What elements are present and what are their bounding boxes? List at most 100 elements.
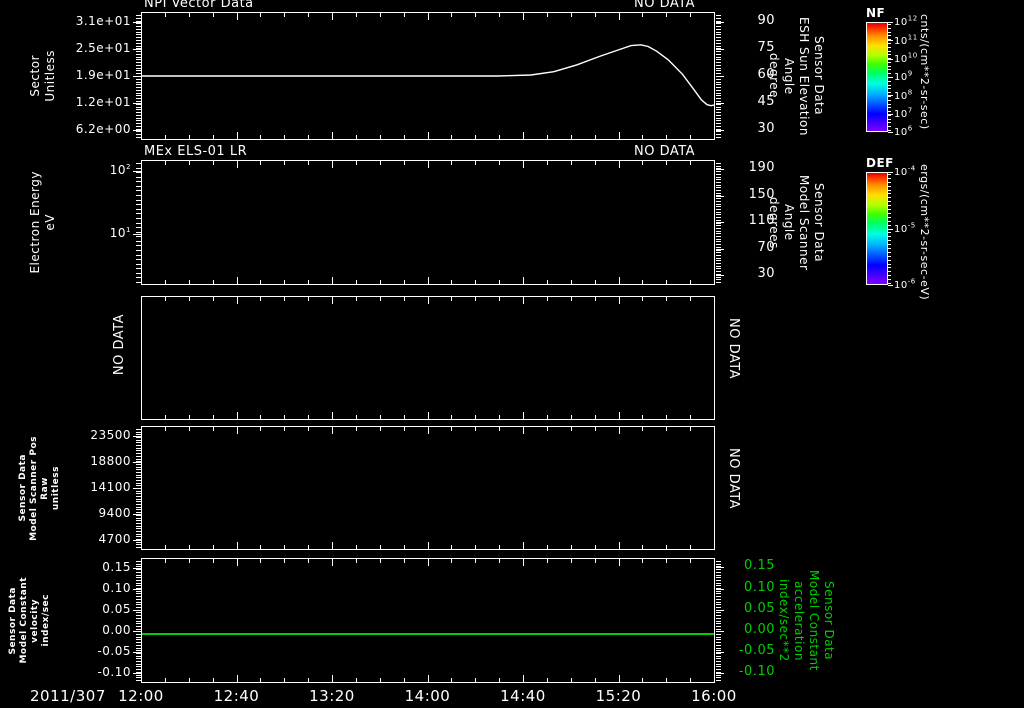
panel-4-y-left-minor-tick [136,526,141,527]
panel-2-y-right-minor-tick [716,260,721,261]
x-axis-time-label: 12:00 [118,687,164,705]
panel-4-y-left-minor-tick [136,464,141,465]
panel-1-x-minor-tick [260,135,261,140]
panel-2-x-minor-tick [189,160,190,165]
panel-1-x-minor-tick [475,135,476,140]
panel-1-y-left-minor-tick [136,112,141,113]
panel-1-y-right-minor-tick [716,120,721,121]
panel-2-x-minor-tick [475,280,476,285]
colorbar-nf-minor-tick [888,81,891,82]
colorbar-def-minor-tick [888,252,891,253]
panel-1-x-major-tick [141,132,142,140]
colorbar-def-tick-label: 10-5 [894,221,916,235]
panel-1-y-right-minor-tick [716,54,721,55]
panel-2-x-major-tick [428,277,429,285]
panel-2-y-right-minor-tick [716,201,721,202]
panel-5-y-right-minor-tick [716,593,721,594]
panel-3-x-minor-tick [189,415,190,420]
panel-5-y-right-minor-tick [716,677,721,678]
colorbar-nf-major-tick [888,40,893,41]
panel-2-x-minor-tick [189,280,190,285]
colorbar-def-minor-tick [888,201,891,202]
panel-4-x-major-tick [332,426,333,434]
panel-4-x-minor-tick [595,545,596,550]
panel-1-x-minor-tick [189,135,190,140]
panel-4-y-left-axis-label-line: Sensor Data [18,454,28,522]
panel-2-x-minor-tick [380,160,381,165]
panel-1-y-left-minor-tick [136,137,141,138]
panel-5-x-major-tick [619,675,620,683]
colorbar-def-minor-tick [888,279,891,280]
panel-3-x-major-tick [428,412,429,420]
panel-1-y-left-minor-tick [136,18,141,19]
panel-2-x-minor-tick [571,160,572,165]
panel-3-x-minor-tick [404,296,405,301]
panel-4-x-minor-tick [284,545,285,550]
panel-2-y-right-tick-label: 190 [748,160,775,176]
panel-5-x-minor-tick [284,558,285,563]
colorbar-nf-minor-tick [888,62,891,63]
panel-3-x-minor-tick [547,415,548,420]
colorbar-nf-minor-tick [888,58,891,59]
panel-5-y-left-minor-tick [136,599,141,600]
panel-1-y-left-minor-tick [136,73,141,74]
colorbar-nf-tick-label: 108 [894,88,913,102]
colorbar-def-tick-label: 10-4 [894,165,916,179]
panel-4-no-data-right: NO DATA [726,448,741,510]
panel-2-y-right-minor-tick [716,271,721,272]
panel-1-y-left-minor-tick [136,87,141,88]
panel-3-x-minor-tick [642,296,643,301]
panel-1-y-left-major-tick [133,130,141,131]
panel-3-x-minor-tick [475,296,476,301]
panel-4-y-left-axis-label: Sensor Data Model Scanner Pos Raw unitless [18,426,62,550]
panel-2-x-minor-tick [475,160,476,165]
colorbar-def-units: ergs/(cm**2-sr-sec-eV) [918,164,931,301]
panel-2-x-minor-tick [571,280,572,285]
panel-5-y-left-minor-tick [136,658,141,659]
panel-5-y-left-minor-tick [136,607,141,608]
panel-2-y-right-minor-tick [716,241,721,242]
panel-1-y-left-minor-tick [136,118,141,119]
panel-2-y-right-minor-tick [716,258,721,259]
panel-1-x-minor-tick [404,135,405,140]
panel-1-y-left-minor-tick [136,120,141,121]
panel-2-y-right-minor-tick [716,182,721,183]
panel-2-x-minor-tick [260,280,261,285]
panel-3-x-major-tick [141,412,142,420]
panel-2-x-minor-tick [165,280,166,285]
panel-5-y-left-axis-label-line: velocity [30,598,40,643]
panel-3-x-minor-tick [451,296,452,301]
panel-2-x-minor-tick [595,160,596,165]
panel-5-y-left-minor-tick [136,583,141,584]
colorbar-nf-minor-tick [888,32,891,33]
colorbar-nf-minor-tick [888,54,891,55]
panel-5-x-minor-tick [213,678,214,683]
panel-4-x-minor-tick [213,545,214,550]
panel-4-y-left-tick-label: 18800 [90,453,131,468]
panel-2-y-left-minor-tick [136,236,141,237]
panel-2-y-right-tick-label: 110 [748,213,775,229]
panel-4-y-left-major-tick [133,436,141,437]
panel-2-x-minor-tick [165,160,166,165]
panel-2-x-minor-tick [380,280,381,285]
panel-4-y-left-minor-tick [136,499,141,500]
panel-5-y-left-minor-tick [136,618,141,619]
colorbar-def-major-tick [888,285,893,286]
colorbar-nf-major-tick [888,95,893,96]
panel-5-x-major-tick [428,675,429,683]
panel-1-y-right-minor-tick [716,109,721,110]
panel-4-x-minor-tick [475,545,476,550]
panel-2-y-left-minor-tick [136,255,141,256]
panel-5-y-right-tick-label: 0.10 [744,579,775,595]
panel-5-y-right-tick-label: -0.05 [738,642,775,658]
colorbar-def-minor-tick [888,217,891,218]
panel-5-y-left-minor-tick [136,604,141,605]
colorbar-def-gradient [866,172,888,285]
panel-1-x-major-tick [714,12,715,20]
panel-2-y-left-minor-tick [136,200,141,201]
panel-2-x-minor-tick [499,280,500,285]
panel-4-y-left-minor-tick [136,512,141,513]
panel-1-y-right-minor-tick [716,59,721,60]
panel-2-x-minor-tick [284,280,285,285]
panel-5-x-major-tick [237,675,238,683]
